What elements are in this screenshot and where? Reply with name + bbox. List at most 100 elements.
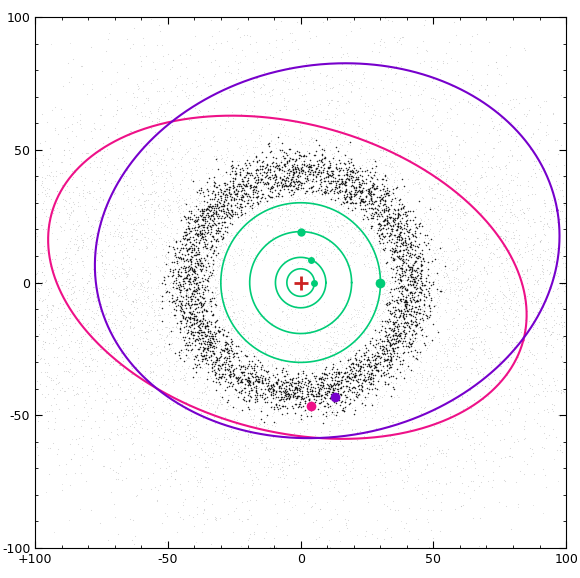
Point [327,382,336,391]
Point [183,335,193,344]
Point [185,243,194,253]
Point [297,308,306,317]
Point [213,399,222,408]
Point [485,287,494,296]
Point [411,266,420,275]
Point [461,283,470,292]
Point [385,241,394,250]
Point [332,303,342,313]
Point [74,339,84,348]
Point [410,137,419,146]
Point [509,347,519,357]
Point [188,338,197,347]
Point [528,129,538,139]
Point [260,398,269,407]
Point [470,316,480,325]
Point [370,202,379,211]
Point [113,469,122,478]
Point [427,430,437,439]
Point [201,494,211,503]
Point [210,55,219,64]
Point [283,360,292,369]
Point [438,164,447,173]
Point [202,198,212,207]
Point [336,158,345,168]
Point [279,394,288,403]
Point [57,480,66,489]
Point [140,386,150,395]
Point [453,304,462,313]
Point [334,194,343,203]
Point [338,165,347,175]
Point [407,287,416,297]
Point [106,229,115,239]
Point [397,324,407,334]
Point [553,245,563,254]
Point [444,325,453,334]
Point [438,190,448,199]
Point [216,192,225,201]
Point [193,243,202,253]
Point [198,363,207,372]
Point [285,543,294,553]
Point [353,352,362,361]
Point [415,305,425,314]
Point [393,264,403,273]
Point [438,59,448,68]
Point [398,295,408,304]
Point [202,346,211,355]
Point [90,380,99,389]
Point [65,237,74,246]
Point [394,353,403,362]
Point [296,184,306,193]
Point [242,144,251,153]
Point [447,185,456,194]
Point [263,140,273,149]
Point [217,90,226,99]
Point [224,242,233,251]
Point [237,367,246,376]
Point [216,170,225,179]
Point [350,249,360,258]
Point [244,388,253,397]
Point [99,264,108,273]
Point [433,255,443,264]
Point [228,181,237,191]
Point [101,301,110,310]
Point [398,385,407,394]
Point [321,369,331,378]
Point [137,111,147,120]
Point [251,192,260,202]
Point [167,62,176,71]
Point [329,244,339,253]
Point [133,358,143,367]
Point [550,265,560,274]
Point [500,264,509,273]
Point [180,301,190,310]
Point [62,275,71,284]
Point [233,198,242,208]
Point [173,281,183,290]
Point [409,325,419,335]
Point [284,188,293,197]
Point [230,175,240,184]
Point [285,349,294,358]
Point [111,512,120,521]
Point [176,271,185,280]
Point [440,246,449,255]
Point [215,397,224,406]
Point [441,386,450,395]
Point [369,173,378,182]
Point [361,526,371,535]
Point [322,220,331,229]
Point [550,380,560,390]
Point [262,444,271,453]
Point [240,51,249,60]
Point [256,403,266,413]
Point [208,45,218,54]
Point [406,294,415,303]
Point [382,179,392,188]
Point [186,215,195,224]
Point [501,405,510,414]
Point [165,424,174,434]
